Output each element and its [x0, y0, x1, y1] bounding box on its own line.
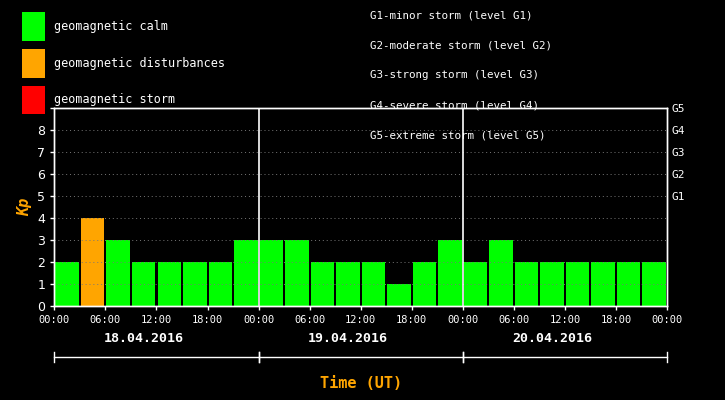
Text: G2-moderate storm (level G2): G2-moderate storm (level G2) [370, 40, 552, 50]
Bar [183, 262, 207, 306]
Bar [336, 262, 360, 306]
Bar [55, 262, 79, 306]
Text: 20.04.2016: 20.04.2016 [512, 332, 592, 344]
Bar [413, 262, 436, 306]
Bar [439, 240, 462, 306]
Bar [132, 262, 155, 306]
Bar [566, 262, 589, 306]
Text: 19.04.2016: 19.04.2016 [308, 332, 388, 344]
Bar [617, 262, 640, 306]
Bar [540, 262, 564, 306]
Bar [107, 240, 130, 306]
Text: geomagnetic calm: geomagnetic calm [54, 20, 167, 33]
Text: G4-severe storm (level G4): G4-severe storm (level G4) [370, 100, 539, 110]
Text: geomagnetic storm: geomagnetic storm [54, 94, 175, 106]
Bar [285, 240, 309, 306]
Bar [464, 262, 487, 306]
Bar [234, 240, 257, 306]
Bar [515, 262, 539, 306]
Text: geomagnetic disturbances: geomagnetic disturbances [54, 57, 225, 70]
Y-axis label: Kp: Kp [17, 198, 32, 216]
Bar [387, 284, 411, 306]
Text: 18.04.2016: 18.04.2016 [104, 332, 183, 344]
Bar [81, 218, 104, 306]
Bar [592, 262, 615, 306]
Text: G3-strong storm (level G3): G3-strong storm (level G3) [370, 70, 539, 80]
Text: G1-minor storm (level G1): G1-minor storm (level G1) [370, 10, 532, 20]
Bar [310, 262, 334, 306]
Text: Time (UT): Time (UT) [320, 376, 402, 392]
Bar [489, 240, 513, 306]
Bar [642, 262, 666, 306]
Text: G5-extreme storm (level G5): G5-extreme storm (level G5) [370, 130, 545, 140]
Bar [209, 262, 232, 306]
Bar [260, 240, 283, 306]
Bar [157, 262, 181, 306]
Bar [362, 262, 385, 306]
